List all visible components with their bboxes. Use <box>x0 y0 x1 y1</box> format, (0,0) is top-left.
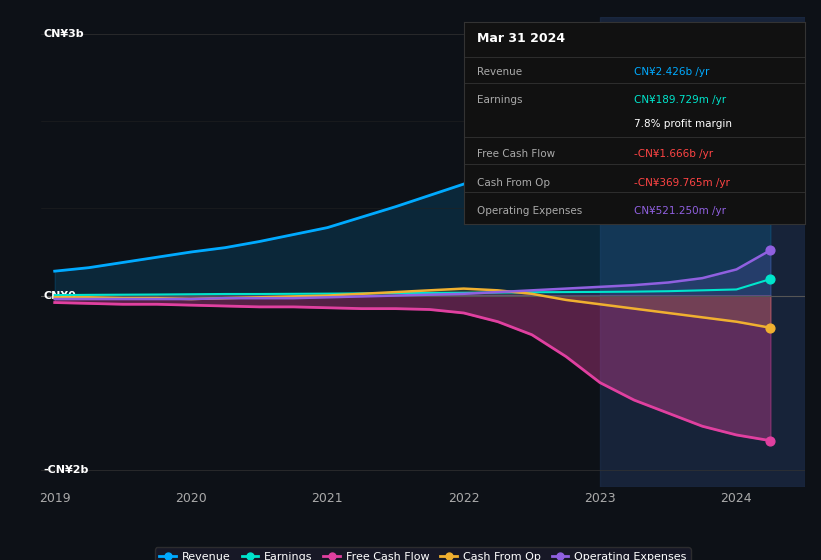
Text: Free Cash Flow: Free Cash Flow <box>478 150 556 160</box>
Text: CN¥2.426b /yr: CN¥2.426b /yr <box>635 67 709 77</box>
Text: CN¥189.729m /yr: CN¥189.729m /yr <box>635 95 727 105</box>
Point <box>764 246 777 255</box>
Point <box>764 436 777 445</box>
Legend: Revenue, Earnings, Free Cash Flow, Cash From Op, Operating Expenses: Revenue, Earnings, Free Cash Flow, Cash … <box>155 548 690 560</box>
Text: -CN¥1.666b /yr: -CN¥1.666b /yr <box>635 150 713 160</box>
Text: CN¥521.250m /yr: CN¥521.250m /yr <box>635 206 727 216</box>
Text: Mar 31 2024: Mar 31 2024 <box>478 32 566 45</box>
Text: Operating Expenses: Operating Expenses <box>478 206 583 216</box>
Text: Cash From Op: Cash From Op <box>478 178 551 188</box>
Point <box>764 80 777 88</box>
Text: Revenue: Revenue <box>478 67 523 77</box>
Text: Earnings: Earnings <box>478 95 523 105</box>
Point <box>764 274 777 283</box>
Text: -CN¥369.765m /yr: -CN¥369.765m /yr <box>635 178 730 188</box>
Point <box>764 323 777 332</box>
Bar <box>600 17 805 487</box>
Text: CN¥0: CN¥0 <box>44 291 76 301</box>
Text: -CN¥2b: -CN¥2b <box>44 465 89 475</box>
Text: CN¥3b: CN¥3b <box>44 29 85 39</box>
Text: 7.8% profit margin: 7.8% profit margin <box>635 119 732 129</box>
